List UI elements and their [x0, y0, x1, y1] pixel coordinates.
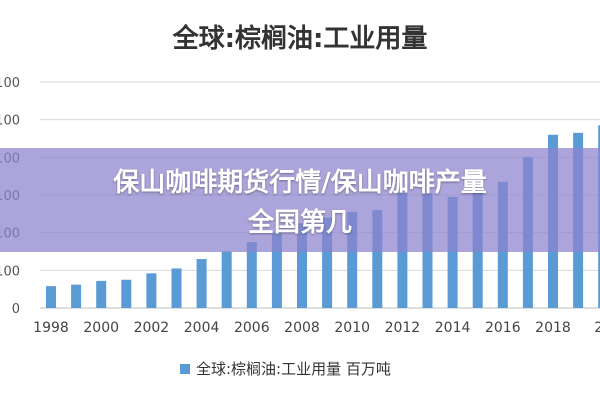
chart-title: 全球:棕榈油:工业用量: [172, 24, 428, 54]
x-tick-label: 2006: [234, 320, 270, 336]
bar-2011: [372, 210, 383, 308]
bar-2004: [196, 259, 207, 308]
x-tick-label: 20: [594, 320, 600, 336]
bar-2009: [322, 217, 333, 308]
bar-2010: [347, 211, 358, 308]
x-tick-label: 2008: [284, 320, 320, 336]
x-tick-label: 2004: [184, 320, 220, 336]
bar-2006: [246, 242, 257, 308]
legend-swatch: [180, 363, 190, 374]
bar-1998: [46, 286, 56, 308]
x-tick-label: 2010: [334, 320, 370, 336]
bar-1999: [71, 284, 82, 308]
x-tick-label: 2018: [535, 320, 571, 336]
x-tick-label: 2012: [385, 320, 421, 336]
bar-2005: [221, 251, 232, 308]
x-tick-label: 2014: [435, 320, 471, 336]
bar-2000: [96, 280, 107, 308]
y-tick-label: 100: [0, 264, 20, 279]
y-tick-label: 100: [0, 114, 20, 129]
y-tick-label: 100: [0, 76, 20, 91]
y-tick-label: 0: [12, 302, 20, 317]
x-tick-label: 1998: [33, 320, 69, 336]
legend-label: 全球:棕榈油:工业用量 百万吨: [196, 360, 391, 378]
bar-2001: [121, 279, 132, 308]
bar-2014: [447, 196, 458, 308]
overlay-title-line2: 全国第几: [247, 208, 352, 238]
x-tick-label: 2016: [485, 320, 521, 336]
bar-2002: [146, 273, 157, 308]
bar-2008: [297, 223, 307, 308]
bar-2007: [271, 232, 282, 308]
x-tick-label: 2002: [134, 320, 170, 336]
overlay-title-line1: 保山咖啡期货行情/保山咖啡产量: [113, 168, 487, 198]
overlay-banner: [0, 148, 600, 252]
x-tick-label: 2000: [83, 320, 119, 336]
bar-2003: [171, 268, 182, 308]
legend: 全球:棕榈油:工业用量 百万吨: [180, 358, 391, 379]
